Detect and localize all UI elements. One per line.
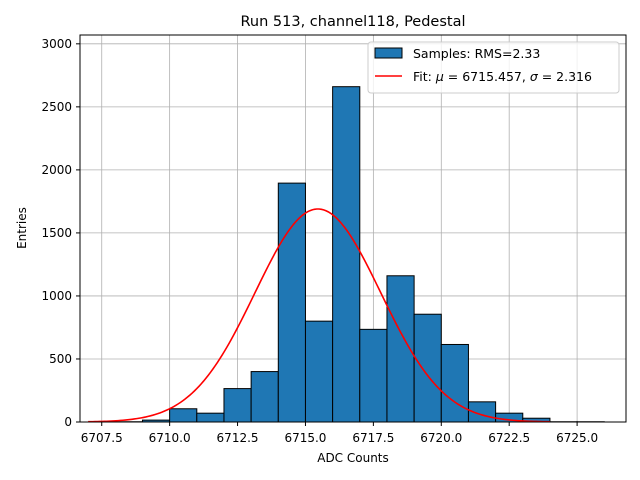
- fit-curve: [88, 208, 550, 423]
- x-tick-label: 6710.0: [149, 431, 191, 445]
- x-tick-label: 6707.5: [81, 431, 123, 445]
- x-tick-label: 6712.5: [217, 431, 259, 445]
- x-tick-label: 6717.5: [352, 431, 394, 445]
- y-tick-label: 2000: [41, 163, 72, 177]
- x-tick-label: 6725.0: [556, 431, 598, 445]
- histogram-bar: [169, 408, 198, 423]
- histogram-bar: [196, 412, 225, 423]
- x-tick-label: 6722.5: [488, 431, 530, 445]
- histogram-bar: [359, 328, 388, 423]
- histogram-bar: [223, 388, 252, 423]
- x-tick-label: 6720.0: [420, 431, 462, 445]
- y-tick-label: 0: [64, 415, 72, 429]
- legend-fit-label: Fit: μ = 6715.457, σ = 2.316: [413, 69, 592, 84]
- y-axis-label: Entries: [15, 207, 29, 249]
- histogram-bar: [440, 343, 469, 423]
- legend: Samples: RMS=2.33 Fit: μ = 6715.457, σ =…: [367, 41, 620, 94]
- histogram-bar: [332, 86, 361, 423]
- y-tick-label: 1000: [41, 289, 72, 303]
- histogram-bar: [250, 371, 279, 423]
- histogram-bar: [304, 320, 334, 423]
- y-tick-label: 3000: [41, 37, 72, 51]
- plot-frame: [79, 34, 627, 423]
- y-axis-ticks: 0 500 1000 1500 2000 2500 3000: [41, 37, 80, 429]
- histogram-bars: [114, 86, 605, 423]
- y-tick-label: 2500: [41, 100, 72, 114]
- x-axis-label: ADC Counts: [317, 451, 389, 465]
- x-axis-ticks: 6707.5 6710.0 6712.5 6715.0 6717.5 6720.0 6722…: [81, 422, 598, 445]
- y-tick-label: 1500: [41, 226, 72, 240]
- x-tick-label: 6715.0: [284, 431, 326, 445]
- legend-box: [367, 41, 620, 94]
- y-tick-label: 500: [49, 352, 72, 366]
- histogram-bar: [277, 182, 306, 423]
- legend-histogram-swatch: [374, 47, 403, 59]
- chart-title: Run 513, channel118, Pedestal: [240, 14, 465, 30]
- legend-histogram-label: Samples: RMS=2.33: [413, 46, 540, 61]
- histogram-bar: [413, 313, 442, 423]
- fit-curve-layer: [88, 208, 550, 423]
